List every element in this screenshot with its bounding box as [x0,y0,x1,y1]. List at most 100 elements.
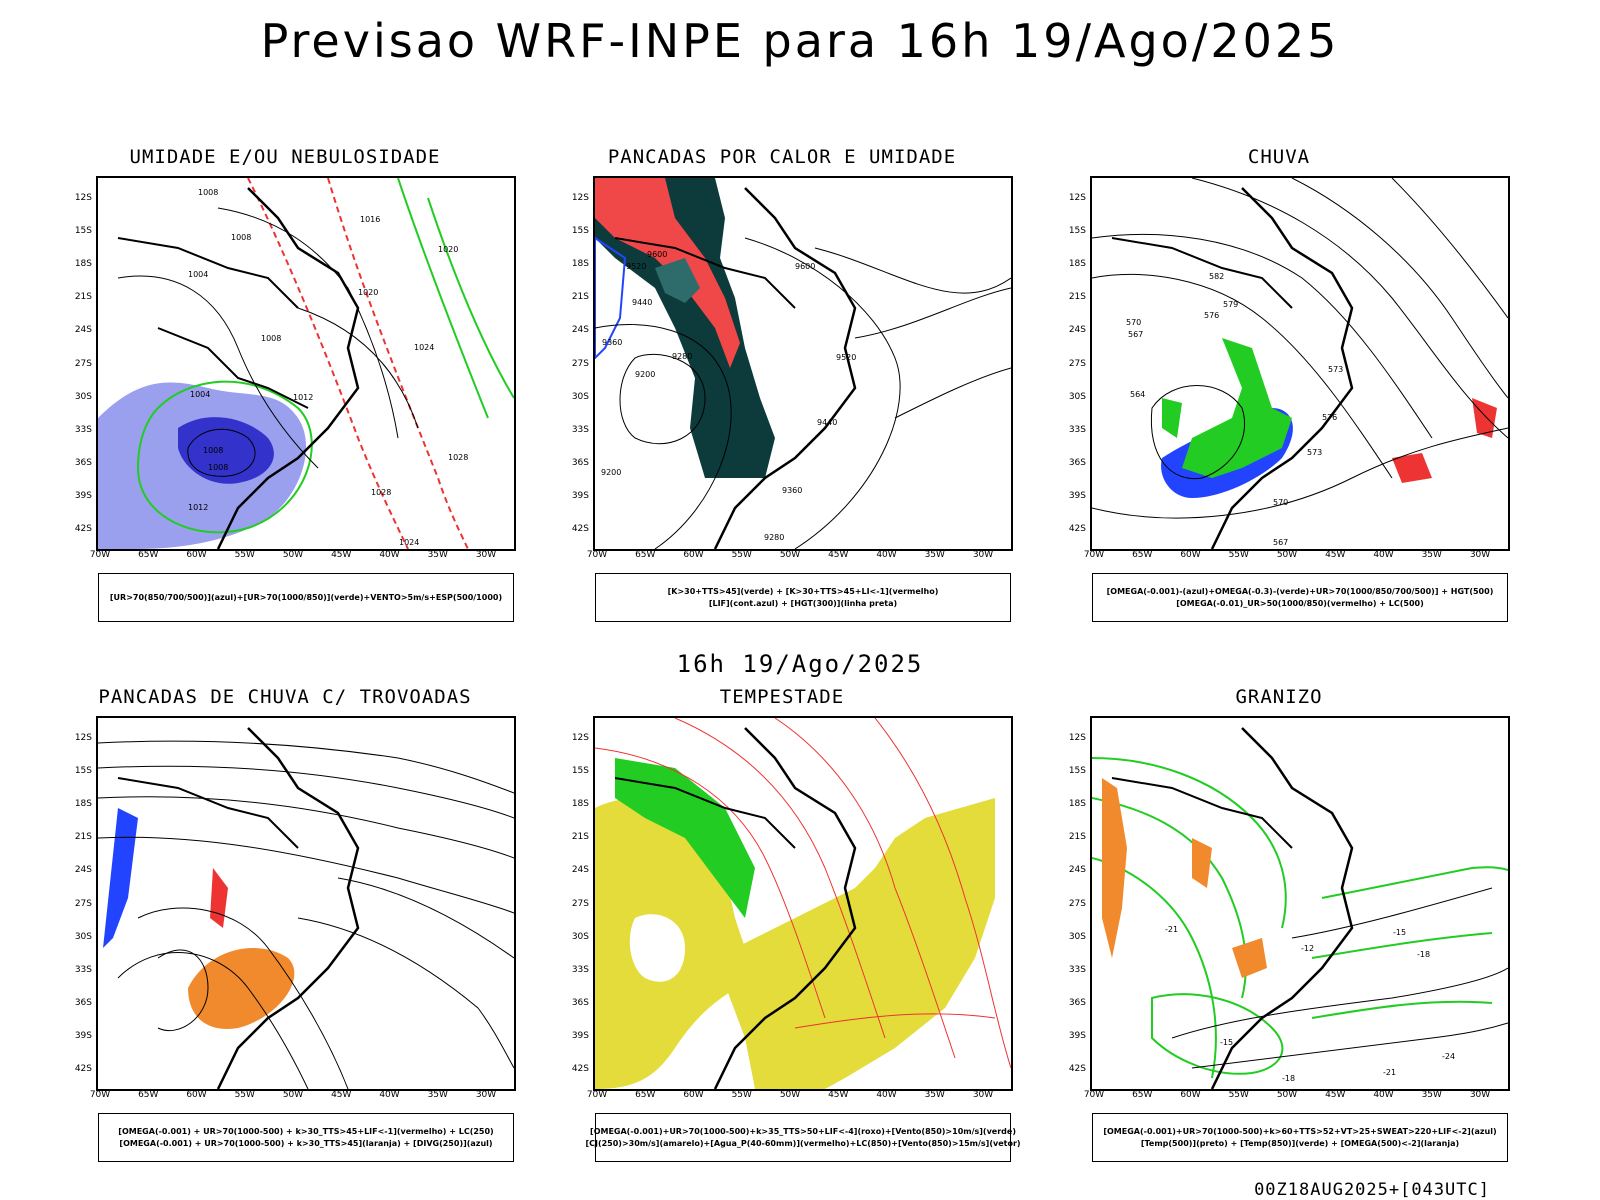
contour-label: 9440 [817,418,838,427]
map-frame[interactable] [593,716,1013,1091]
map-chuva [1092,178,1508,549]
contour-label: 579 [1223,300,1239,309]
streamline-red [674,718,886,1039]
lat-tick-label: 39S [74,1030,92,1041]
lon-axis: 70W 65W 60W 55W 50W 45W 40W 35W 30W [90,550,516,564]
lat-tick-label: 33S [74,424,92,435]
streamline [137,907,349,1089]
lat-tick-label: 15S [74,766,92,777]
lat-tick-label: 36S [1068,997,1086,1008]
isobar-low [187,428,256,477]
map-pancadas-trovoadas [98,727,514,1089]
omega-orange [1192,838,1212,888]
map-frame[interactable]: -21 -12 -15 -18 -15 -24 -21 -18 [1090,716,1510,1091]
lat-tick-label: 12S [1068,733,1086,743]
lat-tick-label: 21S [1068,832,1086,843]
lat-tick-label: 39S [571,490,589,501]
panel-umidade: UMIDADE E/OU NEBULOSIDADE 12S 15S 18S 21S 24… [50,146,520,646]
lat-tick-label: 27S [571,358,589,369]
lon-tick-label: 55W [1228,1090,1249,1100]
hgt-contour [744,237,901,549]
omega-green [1182,338,1292,478]
lat-tick-label: 33S [571,964,589,975]
contour-label: 9520 [626,262,647,271]
panel-title: GRANIZO [1235,686,1323,708]
panel-tempestade: TEMPESTADE 12S 15S 18S 21S 24S 27S 30S 33S 36S 39… [547,686,1021,1186]
lat-tick-label: 21S [1068,292,1086,303]
legend-line: [UR>70(850/700/500)](azul)+[UR>70(1000/8… [109,592,503,602]
lat-tick-label: 12S [74,193,92,203]
lat-tick-label: 24S [1068,865,1086,876]
contour-label: 1004 [188,270,209,279]
legend-line: [OMEGA(-0.001)-(azul)+OMEGA(-0.3)-(verde… [1106,586,1494,596]
lat-tick-label: 27S [1068,898,1086,909]
legend-box: [K>30+TTS>45](verde) + [K>30+TTS>45+LI<-… [595,573,1011,622]
lon-tick-label: 45W [331,550,352,560]
contour-label: 1008 [261,334,282,343]
lat-tick-label: 27S [571,898,589,909]
lat-tick-label: 30S [571,391,589,402]
contour-label: -21 [1165,925,1179,934]
lon-tick-label: 60W [186,550,207,560]
map-frame[interactable]: 1008 1008 1016 1020 1004 1008 1020 1024 … [96,176,516,551]
contour-label: -15 [1393,928,1407,937]
lat-tick-label: 21S [74,832,92,843]
lon-tick-label: 65W [635,550,656,560]
contour-label: 582 [1209,272,1225,281]
lat-tick-label: 36S [571,997,589,1008]
hgt-contour [1391,178,1508,319]
legend-box: [UR>70(850/700/500)](azul)+[UR>70(1000/8… [98,573,514,622]
contour-label: 573 [1328,365,1344,374]
contour-label: 1020 [358,288,379,297]
lat-axis: 12S 15S 18S 21S 24S 27S 30S 33S 36S 39S 42S [50,176,94,551]
lat-tick-label: 24S [74,325,92,336]
lon-axis: 70W 65W 60W 55W 50W 45W 40W 35W 30W [587,1090,1013,1104]
lat-tick-label: 12S [74,733,92,743]
lon-axis: 70W 65W 60W 55W 50W 45W 40W 35W 30W [90,1090,516,1104]
lat-tick-label: 18S [1068,799,1086,810]
contour-label: 567 [1273,538,1289,547]
map-frame[interactable]: 582 579 576 573 570 567 564 576 573 570 … [1090,176,1510,551]
legend-line: [OMEGA(-0.001) + UR>70(1000-500) + k>30_… [119,1138,493,1148]
border [117,237,299,309]
lat-tick-label: 12S [1068,193,1086,203]
lon-tick-label: 55W [1228,550,1249,560]
coastline [1210,187,1354,549]
legend-box: [OMEGA(-0.001)+UR>70(1000-500)+k>35_TTS>… [585,1113,1021,1162]
contour-label: 573 [1307,448,1323,457]
lat-tick-label: 18S [571,259,589,270]
panel-chuva: CHUVA 12S 15S 18S 21S 24S 27S 30S 33S 36S 39S 42S … [1044,146,1514,646]
contour-label: -12 [1301,944,1315,953]
lon-tick-label: 60W [683,550,704,560]
lon-tick-label: 35W [427,1090,448,1100]
lat-tick-label: 24S [1068,325,1086,336]
streamline [157,949,209,1032]
lon-tick-label: 60W [1180,550,1201,560]
lat-tick-label: 36S [74,457,92,468]
contour-label: 1024 [399,538,420,547]
calm-white [629,914,685,982]
map-umidade [98,178,514,549]
isobar [117,275,319,469]
lon-tick-label: 60W [683,1090,704,1100]
lat-tick-label: 33S [1068,964,1086,975]
map-tempestade [595,718,1011,1089]
lon-tick-label: 50W [1276,1090,1298,1100]
hgt-contour [1092,233,1433,439]
lon-tick-label: 35W [924,1090,945,1100]
lon-tick-label: 35W [1421,1090,1442,1100]
map-frame[interactable]: 9600 9520 9440 9360 9280 9200 9600 9520 … [593,176,1013,551]
wind-green [615,758,755,918]
lon-tick-label: 50W [779,1090,801,1100]
map-frame[interactable] [96,716,516,1091]
lon-tick-label: 45W [828,550,849,560]
lat-tick-label: 21S [74,292,92,303]
contour-label: 9280 [672,352,693,361]
lat-tick-label: 18S [571,799,589,810]
lat-tick-label: 42S [571,1064,589,1074]
contour-label: 570 [1126,318,1142,327]
omega-orange [1102,778,1127,958]
border [1111,237,1293,309]
lon-tick-label: 65W [138,550,159,560]
contour-label: 570 [1273,498,1289,507]
